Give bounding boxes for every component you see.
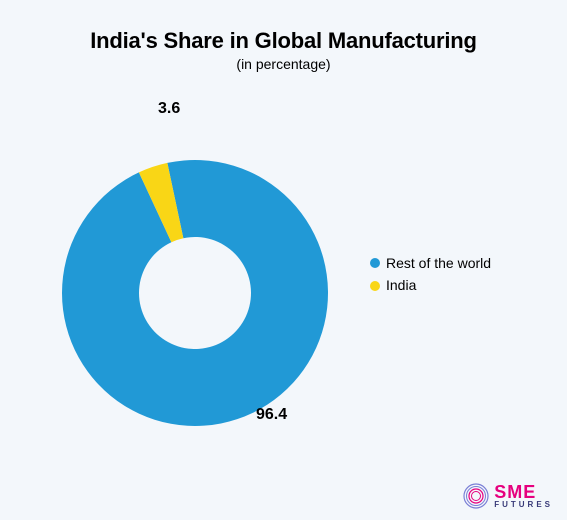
- logo-text: SME FUTURES: [494, 483, 553, 509]
- legend: Rest of the worldIndia: [370, 252, 491, 297]
- legend-swatch-icon: [370, 281, 380, 291]
- legend-swatch-icon: [370, 258, 380, 268]
- slice-label-india: 3.6: [158, 100, 180, 118]
- logo-ring-outer: [464, 484, 488, 508]
- slice-label-rest: 96.4: [256, 406, 287, 424]
- legend-item: India: [370, 274, 491, 296]
- logo-ring-core: [472, 492, 481, 501]
- donut-slice: [62, 160, 328, 426]
- chart-title: India's Share in Global Manufacturing: [0, 28, 567, 54]
- brand-logo: SME FUTURES: [462, 482, 553, 510]
- logo-top-text: SME: [494, 483, 553, 501]
- title-block: India's Share in Global Manufacturing (i…: [0, 0, 567, 72]
- chart-subtitle: (in percentage): [0, 56, 567, 72]
- donut-svg: [50, 130, 340, 430]
- donut-chart: 3.6 96.4: [50, 100, 340, 440]
- legend-label: Rest of the world: [386, 252, 491, 274]
- logo-rings-icon: [462, 482, 490, 510]
- legend-item: Rest of the world: [370, 252, 491, 274]
- logo-bottom-text: FUTURES: [494, 501, 553, 509]
- legend-label: India: [386, 274, 416, 296]
